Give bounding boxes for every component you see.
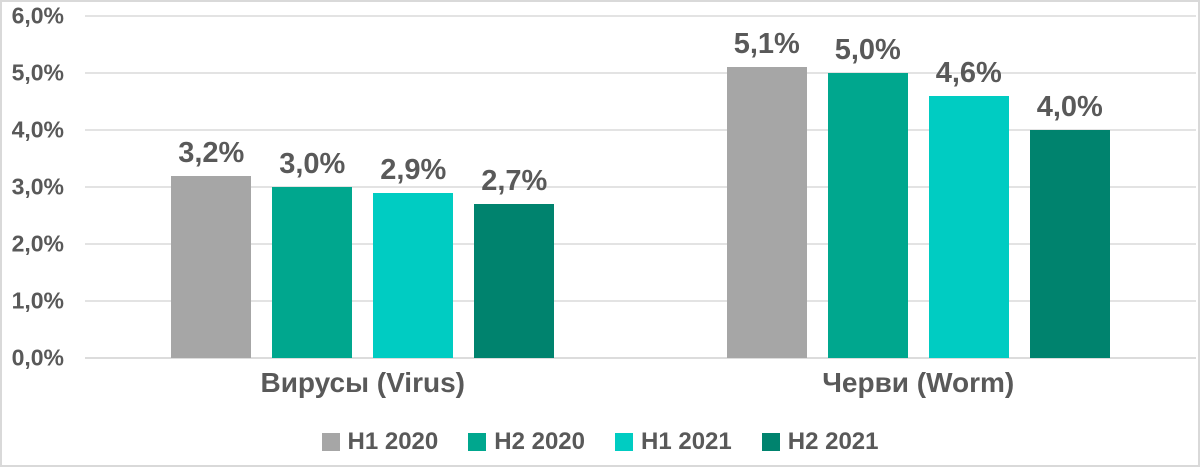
bar-h1-2020: [726, 67, 807, 358]
y-tick-label: 5,0%: [11, 59, 64, 86]
legend-swatch-icon: [468, 433, 487, 451]
y-tick-label: 4,0%: [11, 116, 64, 143]
bar-column-h2-2021: 4,0%: [1029, 16, 1110, 358]
bar-column-h1-2020: 5,1%: [726, 16, 807, 358]
gridlines: [85, 15, 1196, 359]
bar-group-вирусы: 3,2% 3,0% 2,9% 2,7%: [85, 16, 641, 358]
gridline: [85, 15, 1196, 17]
legend-item-h2-2021: H2 2021: [761, 428, 879, 455]
gridline: [85, 357, 1196, 359]
y-tick-label: 3,0%: [11, 173, 64, 200]
bar-value-label: 4,6%: [935, 56, 1002, 89]
category-label: Вирусы (Virus): [260, 367, 465, 398]
bar-h2-2021: [474, 204, 555, 358]
x-axis-labels: Вирусы (Virus) Черви (Worm): [85, 367, 1196, 399]
bar-value-label: 3,0%: [279, 148, 346, 180]
legend-swatch-icon: [615, 433, 633, 451]
bar-value-label: 5,1%: [733, 28, 800, 61]
bar-value-label: 2,7%: [481, 165, 548, 198]
bar-h1-2021: [373, 192, 454, 358]
legend-label: H2 2020: [494, 428, 585, 455]
bar-column-h1-2020: 3,2%: [171, 16, 252, 358]
bar-h2-2020: [827, 73, 908, 358]
legend: H1 2020 H2 2020 H1 2021 H2 2021: [0, 430, 1200, 454]
bar-groups: 3,2% 3,0% 2,9% 2,7% 5,1% 5,0% 4,6% 4,0%: [85, 16, 1196, 358]
bar-column-h2-2020: 3,0%: [272, 16, 353, 358]
legend-item-h1-2021: H1 2021: [615, 430, 732, 454]
bar-column-h1-2021: 2,9%: [373, 16, 454, 358]
bar-h1-2021: [928, 95, 1009, 358]
y-tick-label: 0,0%: [11, 344, 64, 371]
bar-group-черви: 5,1% 5,0% 4,6% 4,0%: [641, 16, 1197, 358]
legend-swatch-icon: [321, 433, 340, 451]
y-tick-label: 6,0%: [11, 2, 64, 29]
bar-column-h2-2021: 2,7%: [474, 16, 555, 358]
y-tick-label: 2,0%: [11, 230, 64, 257]
category-label: Черви (Worm): [822, 367, 1015, 398]
bar-column-h2-2020: 5,0%: [827, 16, 908, 358]
legend-item-h1-2020: H1 2020: [321, 428, 439, 455]
bar-value-label: 3,2%: [178, 136, 245, 169]
bar-column-h1-2021: 4,6%: [928, 16, 1009, 358]
bar-h2-2020: [272, 187, 353, 358]
bar-value-label: 5,0%: [834, 34, 901, 66]
gridline: [85, 129, 1196, 131]
y-axis: 0,0% 1,0% 2,0% 3,0% 4,0% 5,0% 6,0%: [0, 4, 64, 369]
gridline: [85, 300, 1196, 302]
legend-label: H2 2021: [787, 428, 879, 455]
y-tick-label: 1,0%: [11, 287, 64, 314]
gridline: [85, 243, 1196, 245]
bar-value-label: 2,9%: [380, 153, 447, 186]
gridline: [85, 72, 1196, 74]
gridline: [85, 186, 1196, 188]
legend-swatch-icon: [761, 433, 780, 451]
bar-h2-2021: [1029, 130, 1110, 358]
bar-h1-2020: [171, 175, 252, 358]
plot-area: 3,2% 3,0% 2,9% 2,7% 5,1% 5,0% 4,6% 4,0%: [85, 15, 1196, 359]
legend-label: H1 2020: [347, 428, 439, 455]
bar-value-label: 4,0%: [1036, 91, 1103, 123]
legend-item-h2-2020: H2 2020: [468, 430, 585, 454]
legend-label: H1 2021: [641, 428, 732, 455]
